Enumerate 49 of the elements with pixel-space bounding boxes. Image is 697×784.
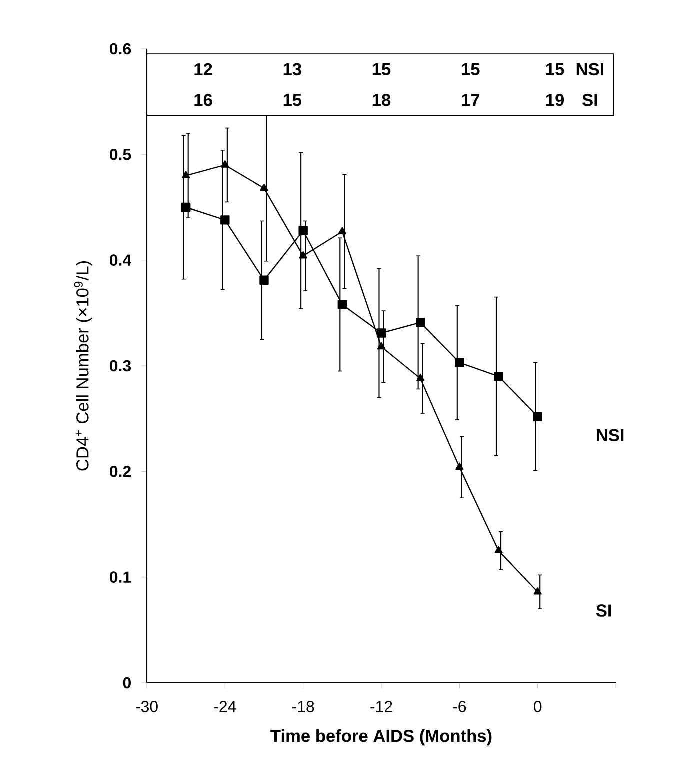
annotation: SI [582, 94, 598, 106]
y-axis-title: CD4$^{+}$ Cell Number (×10$^{9}$/L) [74, 261, 92, 471]
annotation: 16 [194, 94, 212, 106]
y-tick-label: 0.4 [110, 254, 132, 266]
y-tick-label: 0 [123, 677, 131, 689]
point [299, 252, 308, 259]
point [456, 462, 464, 470]
point [182, 171, 190, 178]
point [338, 300, 348, 310]
text: SI [596, 604, 612, 617]
annotation: 17 [462, 94, 480, 106]
text: NSI [597, 429, 624, 442]
point [260, 184, 268, 192]
point [416, 374, 425, 382]
x-axis-title: Time before AIDS (Months) [270, 730, 492, 746]
x-tick-label: -6 [453, 701, 466, 712]
annotation: 13 [284, 63, 302, 76]
point [494, 546, 503, 554]
annotation: 15 [546, 63, 564, 76]
x-tick-label: -24 [214, 701, 236, 712]
point [220, 216, 230, 225]
annotation: 19 [546, 94, 564, 106]
y-tick-label: 0.2 [110, 466, 131, 478]
point [298, 226, 308, 236]
point [416, 318, 426, 328]
annotation: NSI [576, 63, 604, 76]
y-tick-label: 0.6 [110, 43, 132, 55]
annotation: 12 [194, 63, 212, 76]
annotation: 18 [372, 94, 391, 106]
point [376, 328, 386, 338]
y-tick-label: 0.5 [110, 149, 132, 160]
annotation: 15 [284, 94, 302, 106]
x-tick-label: 0 [534, 701, 542, 712]
y-tick-label: 0.3 [110, 360, 132, 372]
point [181, 202, 191, 212]
point [338, 227, 346, 234]
y-tick-label: 0.1 [110, 572, 132, 583]
annotation: 15 [462, 63, 480, 76]
point [534, 588, 542, 595]
x-tick-label: -18 [292, 701, 314, 712]
point [455, 358, 464, 368]
x-tick-label: -30 [136, 701, 158, 712]
x-tick-label: -12 [370, 701, 392, 712]
point [221, 160, 230, 168]
annotation: 15 [372, 63, 391, 76]
point [533, 412, 542, 422]
point [260, 276, 269, 286]
point [494, 372, 504, 382]
point [377, 342, 386, 350]
